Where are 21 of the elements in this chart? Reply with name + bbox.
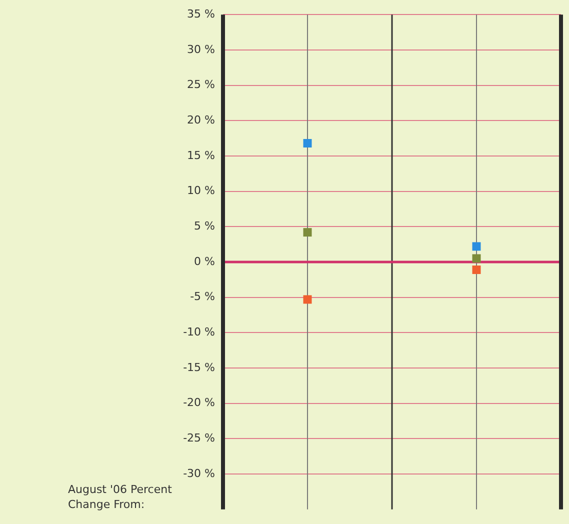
y-tick-label: 0 % [194,254,215,268]
y-tick-label: -25 % [183,432,215,445]
y-tick-label: -20 % [183,396,215,410]
point [303,295,312,304]
y-tick-label: 35 % [187,7,215,20]
y-tick-label: 15 % [187,148,215,162]
point [303,228,312,237]
point [472,266,481,274]
y-tick-label: 25 % [187,78,215,92]
y-tick-label: -10 % [183,326,215,339]
y-tick-label: -5 % [190,290,215,304]
y-tick-label: 5 % [194,220,215,233]
y-tick-label: 20 % [187,113,215,126]
point [472,254,481,263]
point [472,242,481,251]
y-tick-label: -30 % [183,466,215,480]
text: August '06 Percent Change From: [68,482,173,512]
y-tick-label: -15 % [183,360,215,374]
y-tick-label: 10 % [187,184,215,198]
y-tick-label: 30 % [187,42,215,56]
point [303,139,312,148]
